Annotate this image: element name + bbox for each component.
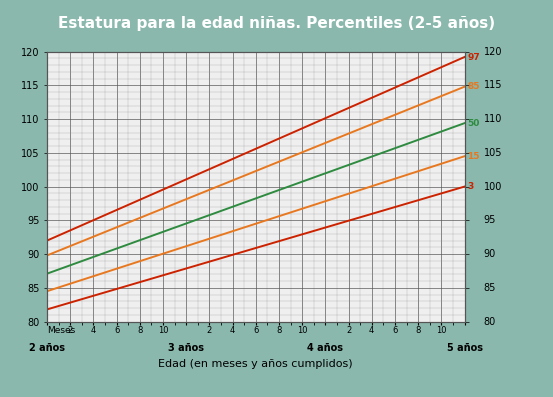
Text: 90: 90 <box>484 249 496 259</box>
Text: 10: 10 <box>436 326 447 335</box>
Text: 97: 97 <box>467 52 480 62</box>
Text: 85: 85 <box>484 283 496 293</box>
Text: Estatura para la edad niñas. Percentiles (2-5 años): Estatura para la edad niñas. Percentiles… <box>58 16 495 31</box>
Text: 95: 95 <box>484 215 496 225</box>
Text: 8: 8 <box>415 326 421 335</box>
Text: 50: 50 <box>467 119 479 128</box>
Text: 15: 15 <box>467 152 480 161</box>
Text: 110: 110 <box>484 114 502 124</box>
Text: 10: 10 <box>158 326 168 335</box>
Text: 4: 4 <box>230 326 235 335</box>
Text: 4: 4 <box>369 326 374 335</box>
Text: 80: 80 <box>484 316 496 327</box>
Text: 2: 2 <box>346 326 351 335</box>
Text: 6: 6 <box>114 326 119 335</box>
Text: 6: 6 <box>253 326 258 335</box>
Text: Edad (en meses y años cumplidos): Edad (en meses y años cumplidos) <box>159 359 353 369</box>
Text: 4 años: 4 años <box>307 343 343 353</box>
Text: 2: 2 <box>67 326 73 335</box>
Text: 10: 10 <box>297 326 307 335</box>
Text: 8: 8 <box>276 326 281 335</box>
Text: Meses: Meses <box>48 326 76 335</box>
Text: 100: 100 <box>484 181 502 192</box>
Text: 4: 4 <box>91 326 96 335</box>
Text: 105: 105 <box>484 148 502 158</box>
Text: 120: 120 <box>484 46 502 57</box>
Text: 5 años: 5 años <box>446 343 483 353</box>
Text: 3 años: 3 años <box>168 343 204 353</box>
Text: 2: 2 <box>207 326 212 335</box>
Text: 2 años: 2 años <box>29 343 65 353</box>
Text: 8: 8 <box>137 326 143 335</box>
Text: 85: 85 <box>467 82 480 91</box>
Text: 3: 3 <box>467 182 473 191</box>
Text: 6: 6 <box>392 326 398 335</box>
Text: 115: 115 <box>484 80 502 91</box>
